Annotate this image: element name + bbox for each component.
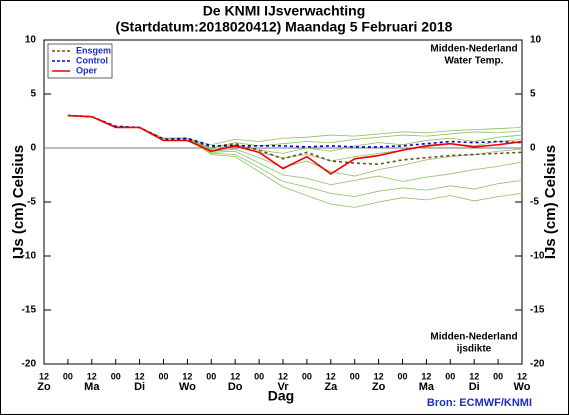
x-axis-label: Dag [268, 388, 294, 404]
y-tick-label: -15 [22, 305, 37, 316]
annotation: Midden-Nederland [430, 44, 517, 55]
y2-tick-label: 0 [530, 143, 536, 154]
x-tick-label: 00 [493, 371, 503, 381]
x-tick-label: 00 [63, 371, 73, 381]
x-tick-label: 00 [206, 371, 216, 381]
x-tick-label: 00 [445, 371, 455, 381]
y-tick-label: -10 [22, 251, 37, 262]
legend-label: Ensgem [76, 45, 111, 55]
legend-label: Control [76, 55, 108, 65]
x-tick-label: 00 [397, 371, 407, 381]
y-tick-label: 5 [30, 89, 36, 100]
x-tick-label: 12 [517, 371, 527, 381]
x-tick-label: 12 [87, 371, 97, 381]
series-line [67, 114, 523, 175]
day-label: Zo [372, 381, 386, 393]
x-tick-label: 12 [230, 371, 240, 381]
legend-label: Oper [76, 65, 98, 75]
day-label: Zo [37, 381, 51, 393]
y-tick-label: 10 [25, 35, 37, 46]
day-label: Do [228, 381, 243, 393]
x-tick-label: 00 [350, 371, 360, 381]
chart-title: De KNMI IJsverwachting [203, 3, 366, 19]
x-tick-label: 12 [182, 371, 192, 381]
x-tick-label: 12 [135, 371, 145, 381]
day-label: Wo [179, 381, 196, 393]
x-tick-label: 12 [278, 371, 288, 381]
day-label: Wo [514, 381, 531, 393]
y-tick-label: -20 [22, 359, 37, 370]
source: Bron: ECMWF/KNMI [427, 397, 532, 409]
x-tick-label: 12 [421, 371, 431, 381]
y-tick-label: 0 [30, 143, 36, 154]
y2-tick-label: -20 [530, 359, 545, 370]
annotation: ijsdikte [457, 344, 492, 355]
x-tick-label: 12 [374, 371, 384, 381]
day-label: Ma [84, 381, 100, 393]
chart-subtitle: (Startdatum:2018020412) Maandag 5 Februa… [116, 19, 453, 35]
annotation: Midden-Nederland [430, 332, 517, 343]
y2-tick-label: -15 [530, 305, 545, 316]
day-label: Di [134, 381, 145, 393]
x-tick-label: 00 [158, 371, 168, 381]
x-tick-label: 12 [39, 371, 49, 381]
y-axis-label: IJs (cm) Celsius [10, 145, 27, 259]
y2-tick-label: 10 [530, 35, 542, 46]
day-label: Vr [277, 381, 289, 393]
annotation: Water Temp. [445, 56, 504, 67]
day-label: Di [469, 381, 480, 393]
day-label: Ma [419, 381, 435, 393]
x-tick-label: 12 [469, 371, 479, 381]
y2-axis-label: IJs (cm) Celsius [542, 145, 559, 259]
x-tick-label: 00 [254, 371, 264, 381]
y2-tick-label: -10 [530, 251, 545, 262]
y2-tick-label: 5 [530, 89, 536, 100]
day-label: Za [324, 381, 338, 393]
y2-tick-label: -5 [530, 197, 539, 208]
x-tick-label: 00 [111, 371, 121, 381]
y-tick-label: -5 [27, 197, 36, 208]
x-tick-label: 12 [326, 371, 336, 381]
x-tick-label: 00 [302, 371, 312, 381]
